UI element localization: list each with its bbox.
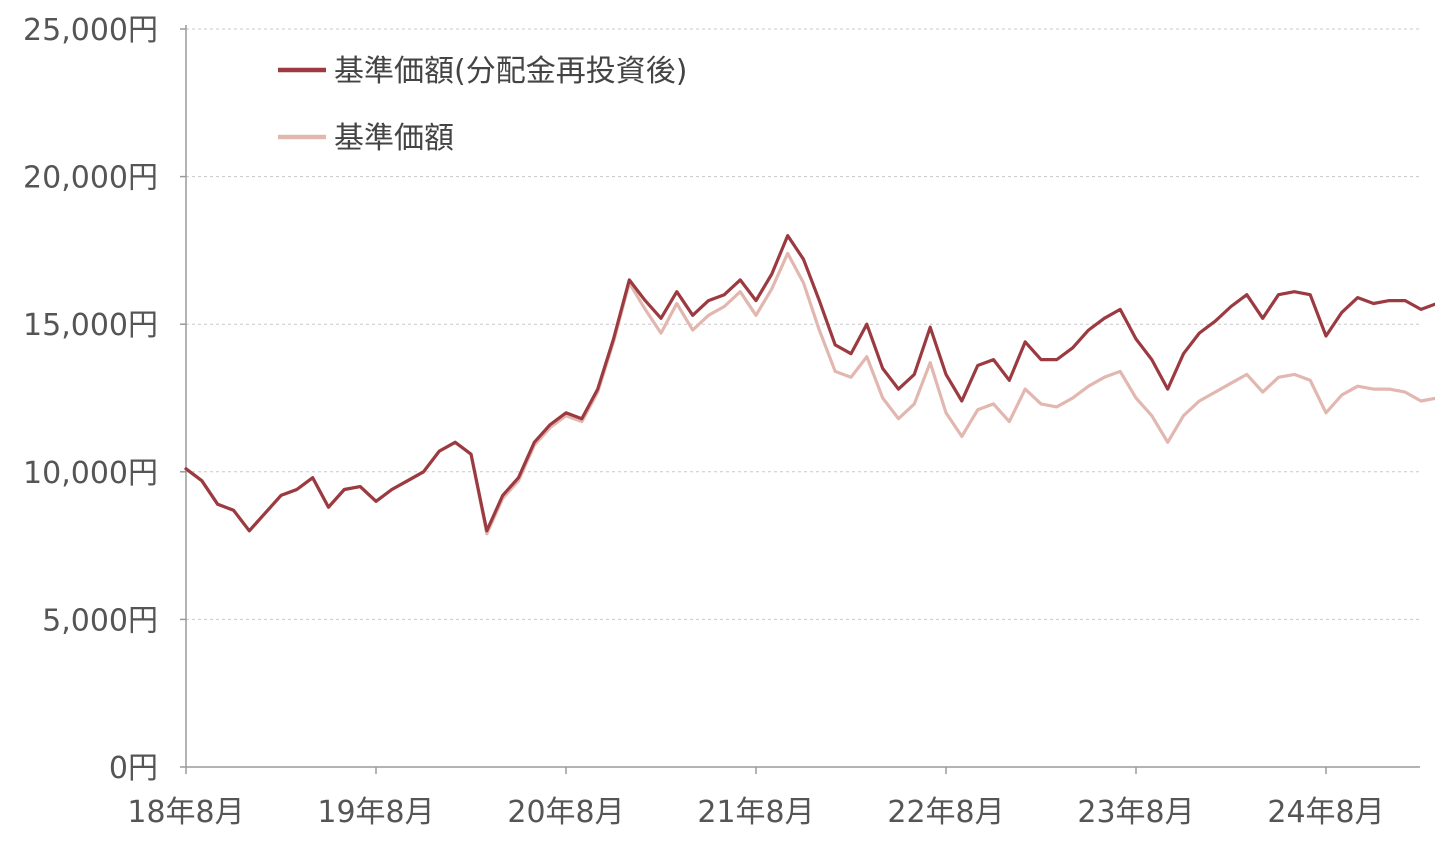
x-tick-label: 21年8月 xyxy=(697,795,814,830)
x-tick-label: 20年8月 xyxy=(507,795,624,830)
legend-label-1: 基準価額 xyxy=(334,121,454,156)
grid-lines xyxy=(186,28,1420,620)
legend: 基準価額(分配金再投資後) 基準価額 xyxy=(278,54,687,156)
y-tick-label: 15,000円 xyxy=(23,308,158,343)
y-tick-label: 10,000円 xyxy=(23,456,158,491)
x-tick-label: 23年8月 xyxy=(1077,795,1194,830)
x-axis: 18年8月 19年8月 20年8月 21年8月 22年8月 23年8月 24年8月 xyxy=(127,766,1420,830)
y-tick-label: 0円 xyxy=(109,751,158,786)
series-lines xyxy=(184,234,1435,536)
series-line-0 xyxy=(184,234,1435,533)
y-tick-label: 20,000円 xyxy=(23,161,158,196)
legend-label-0: 基準価額(分配金再投資後) xyxy=(334,54,687,89)
x-tick-label: 24年8月 xyxy=(1267,795,1384,830)
y-axis: 0円 5,000円 10,000円 15,000円 20,000円 25,000円 xyxy=(23,13,187,786)
x-tick-label: 22年8月 xyxy=(887,795,1004,830)
y-tick-label: 25,000円 xyxy=(23,13,158,48)
y-tick-label: 5,000円 xyxy=(42,603,158,638)
x-tick-label: 19年8月 xyxy=(317,795,434,830)
x-tick-label: 18年8月 xyxy=(127,795,244,830)
